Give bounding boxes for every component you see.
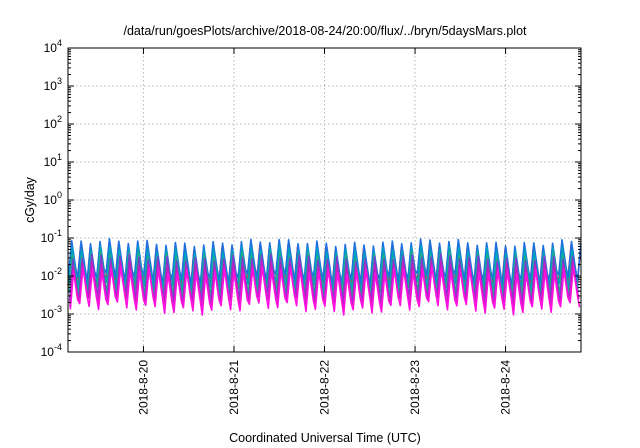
x-tick-label: 2018-8-20 xyxy=(136,360,150,415)
x-tick-label: 2018-8-21 xyxy=(227,360,241,415)
x-tick-label: 2018-8-23 xyxy=(408,360,422,415)
y-tick-exponent: -3 xyxy=(54,304,62,314)
y-tick-label: 10-3 xyxy=(41,304,62,321)
y-tick-exponent: -4 xyxy=(54,342,62,352)
y-tick-label: 10-4 xyxy=(41,342,62,359)
y-tick-label: 104 xyxy=(44,38,62,55)
chart-title: /data/run/goesPlots/archive/2018-08-24/2… xyxy=(123,24,527,38)
y-tick-exponent: 0 xyxy=(57,190,62,200)
series-line xyxy=(69,265,581,316)
x-tick-label: 2018-8-22 xyxy=(318,360,332,415)
y-tick-label: 10-2 xyxy=(41,266,62,283)
y-tick-base: 10 xyxy=(41,345,55,359)
y-tick-base: 10 xyxy=(41,231,55,245)
ticks xyxy=(68,47,581,353)
y-tick-label: 10-1 xyxy=(41,228,62,245)
y-axis-label: cGy/day xyxy=(23,176,37,223)
y-tick-exponent: 4 xyxy=(57,38,62,48)
x-tick-label: 2018-8-24 xyxy=(499,360,513,415)
y-tick-exponent: 1 xyxy=(57,152,62,162)
series-layer xyxy=(67,237,582,316)
x-axis-label: Coordinated Universal Time (UTC) xyxy=(229,431,421,445)
y-tick-label: 102 xyxy=(44,114,62,131)
series-line xyxy=(67,237,582,287)
y-tick-base: 10 xyxy=(41,269,55,283)
y-tick-exponent: -2 xyxy=(54,266,62,276)
y-tick-label: 100 xyxy=(44,190,62,207)
y-tick-base: 10 xyxy=(41,307,55,321)
x-tick-labels: 2018-8-20 2018-8-21 2018-8-22 2018-8-23 2018… xyxy=(136,360,512,415)
y-tick-exponent: 2 xyxy=(57,114,62,124)
y-tick-base: 10 xyxy=(44,155,58,169)
y-tick-label: 103 xyxy=(44,76,62,93)
y-tick-base: 10 xyxy=(44,41,58,55)
y-tick-base: 10 xyxy=(44,79,58,93)
y-tick-exponent: -1 xyxy=(54,228,62,238)
y-tick-base: 10 xyxy=(44,117,58,131)
y-tick-label: 101 xyxy=(44,152,62,169)
y-tick-base: 10 xyxy=(44,193,58,207)
y-tick-exponent: 3 xyxy=(57,76,62,86)
